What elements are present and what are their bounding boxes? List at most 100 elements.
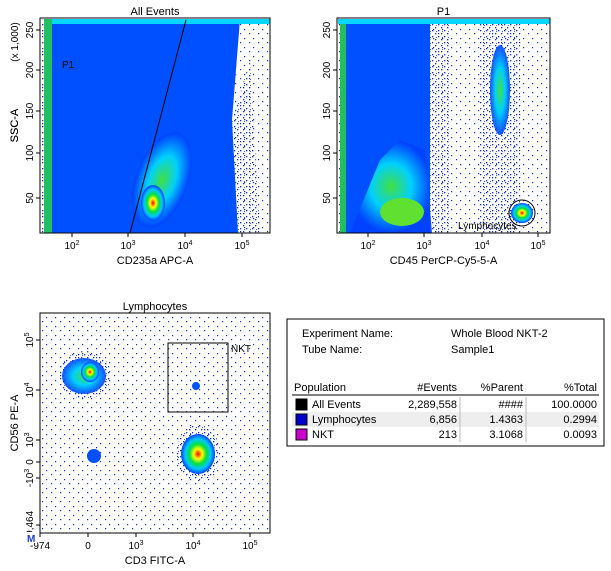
plot-frame (336, 17, 551, 234)
x-axis-label: CD3 FITC-A (125, 555, 186, 566)
x-tick-label: 102 (64, 240, 79, 252)
tick-base: 10 (242, 541, 254, 552)
tick-base: -9,464 (25, 510, 36, 539)
tick-base: 0 (25, 459, 36, 465)
tick-exp: 4 (486, 240, 490, 247)
y-tick-label: 200 (25, 61, 36, 78)
stat-cell: NKT (312, 429, 334, 441)
y-tick-label: 103 (24, 432, 36, 447)
density-plot-2 (338, 19, 550, 233)
info-value: Sample1 (451, 344, 494, 356)
tick-exp: 3 (24, 432, 31, 436)
info-label: Tube Name: (302, 344, 362, 356)
marker-box (26, 532, 37, 543)
tick-exp: 3 (428, 240, 432, 247)
row-swatch (295, 413, 308, 426)
plot-title: P1 (437, 6, 450, 18)
plot-frame (39, 312, 271, 534)
y-tick-label: 0 (25, 459, 36, 465)
row-swatch (295, 398, 308, 411)
tick-base: 10 (360, 241, 372, 252)
x-tick-label: 104 (474, 240, 489, 252)
tick-base: 10 (416, 241, 428, 252)
y-tick-label: -103 (24, 469, 36, 487)
y-tick-label: 105 (24, 332, 36, 347)
info-value: Whole Blood NKT-2 (451, 328, 548, 340)
row-swatch (295, 428, 308, 441)
tick-base: 10 (64, 241, 76, 252)
stat-cell: 6,856 (429, 414, 457, 426)
stat-cell: 213 (439, 429, 457, 441)
tick-exp: 3 (132, 240, 136, 247)
tick-base: 10 (128, 541, 140, 552)
x-tick-label: 102 (360, 240, 375, 252)
tick-base: 10 (25, 386, 36, 398)
tick-exp: 4 (189, 240, 193, 247)
y-tick-label: 50 (25, 192, 36, 204)
tick-exp: 2 (76, 240, 80, 247)
column-header: %Total (564, 382, 597, 394)
tick-base: 10 (234, 241, 246, 252)
y-tick-label: 250 (322, 21, 333, 38)
x-tick-label: 103 (120, 240, 135, 252)
column-header: %Parent (481, 382, 523, 394)
tick-exp: 5 (24, 332, 31, 336)
tick-base: 10 (177, 241, 189, 252)
x-tick-label: 0 (85, 541, 91, 552)
gate-label: Lymphocytes (458, 221, 517, 232)
stat-cell: 0.0093 (563, 429, 597, 441)
column-header: #Events (417, 382, 457, 394)
x-tick-label: 105 (530, 240, 545, 252)
y-tick-label: 50 (322, 192, 333, 204)
tick-base: 0 (85, 541, 91, 552)
stat-cell: #### (499, 399, 524, 411)
tick-exp: 5 (246, 240, 250, 247)
tick-exp: 3 (24, 469, 31, 473)
tick-exp: 2 (372, 240, 376, 247)
y-tick-label: 150 (25, 102, 36, 119)
y-tick-label: 100 (25, 144, 36, 161)
tick-exp: 3 (140, 540, 144, 547)
info-label: Experiment Name: (302, 328, 393, 340)
stat-cell: 2,289,558 (408, 399, 457, 411)
tick-exp: 5 (542, 240, 546, 247)
tick-exp: 4 (24, 382, 31, 386)
marker: M (27, 534, 35, 545)
x-tick-label: 105 (234, 240, 249, 252)
tick-exp: 4 (197, 540, 201, 547)
stat-cell: Lymphocytes (312, 414, 377, 426)
tick-base: -974 (30, 541, 50, 552)
tick-base: 10 (185, 541, 197, 552)
y-tick-label: -9,464 (25, 510, 36, 539)
density-plot-3 (41, 314, 270, 533)
x-tick-label: 103 (416, 240, 431, 252)
x-axis-label: CD45 PerCP-Cy5-5-A (390, 255, 498, 267)
column-header: Population (294, 382, 346, 394)
stat-cell: 1.4363 (489, 414, 523, 426)
y-tick-label: 100 (322, 144, 333, 161)
x-axis-label: CD235a APC-A (117, 255, 194, 267)
tick-base: 10 (25, 436, 36, 448)
density-plot-1 (41, 19, 270, 234)
stat-cell: 100.0000 (551, 399, 597, 411)
tick-base: 10 (120, 241, 132, 252)
y-tick-label: 250 (25, 21, 36, 38)
y-tick-label: 150 (322, 102, 333, 119)
x-tick-label: 105 (242, 540, 257, 552)
y-axis-label: SSC-A (9, 108, 21, 142)
y-axis-label: SSC-A (9, 108, 21, 142)
gate-label: P1 (62, 60, 75, 71)
gate-label: NKT (231, 344, 251, 355)
x-tick-label: 103 (128, 540, 143, 552)
y-axis-unit: (x 1,000) (10, 22, 21, 61)
tick-base: 10 (25, 336, 36, 348)
plot-title: All Events (131, 6, 180, 18)
tick-base: 10 (474, 241, 486, 252)
stat-cell: 0.2994 (563, 414, 597, 426)
x-tick-label: -974 (30, 541, 50, 552)
y-tick-label: 200 (322, 61, 333, 78)
stat-cell: All Events (312, 399, 361, 411)
plot-title: Lymphocytes (123, 301, 188, 313)
x-tick-label: 104 (177, 240, 192, 252)
